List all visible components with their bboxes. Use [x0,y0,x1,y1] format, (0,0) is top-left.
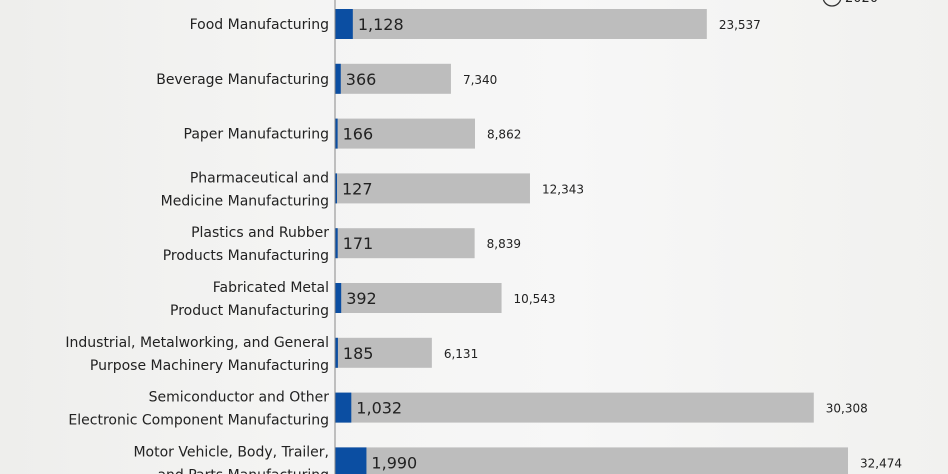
bar-value-label: 185 [343,344,374,363]
bar-total-label: 12,343 [542,182,584,196]
bar-value-label: 1,032 [356,399,402,418]
bar-total [335,173,530,204]
bar-value-label: 127 [342,179,373,198]
category-label: Food Manufacturing [190,17,329,33]
bar-value-label: 171 [343,234,374,253]
bar-total [335,337,432,368]
bar-value-label: 166 [343,125,374,144]
category-label: Pharmaceutical and Medicine Manufacturing [161,170,329,209]
category-label: Motor Vehicle, Body, Trailer,and Parts M… [133,444,329,474]
bar-total-label: 7,340 [463,73,497,87]
bar-value [335,228,338,259]
category-label: Beverage Manufacturing [156,72,329,88]
bar-total [335,392,814,423]
bar-value [335,63,341,94]
bar-value [335,118,338,149]
category-label: Fabricated Metal Product Manufacturing [170,280,329,319]
category-label: Semiconductor and Other Electronic Compon… [68,390,329,429]
bar-total [335,9,707,39]
legend-marker [822,0,842,7]
bar-total-label: 30,308 [826,402,868,416]
bar-total-label: 32,474 [860,456,902,470]
bar-total-label: 8,862 [487,128,521,142]
bar-total [335,118,475,149]
category-label: Industrial, Metalworking, and General Pur… [65,335,329,374]
bar-value [335,447,367,474]
category-label: Plastics and Rubber Products Manufacturin… [163,225,330,264]
bar-total-label: 23,537 [719,18,761,32]
bar-total [335,283,502,313]
category-label: Paper Manufacturing [184,127,329,143]
bar-total [335,63,451,94]
bar-value-label: 1,990 [371,453,417,472]
legend-label: 2020 [845,0,878,6]
bar-value-label: 366 [346,70,377,89]
bar-value [335,283,342,313]
bar-total [335,228,475,259]
bar-total-label: 10,543 [514,292,556,306]
bar-value-label: 392 [346,289,377,308]
bar-value [335,392,352,423]
bar-value [335,337,338,368]
bar-value [335,9,353,39]
bar-total [335,447,848,474]
bar-total-label: 6,131 [444,347,478,361]
bar-value [335,173,338,204]
bar-value-label: 1,128 [358,15,404,34]
bar-total-label: 8,839 [487,237,521,251]
